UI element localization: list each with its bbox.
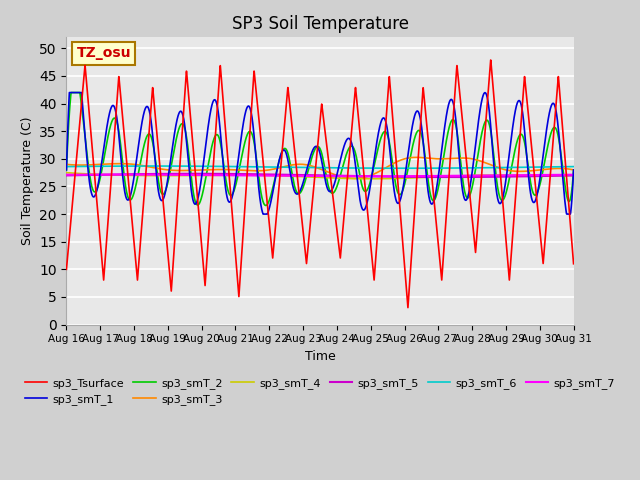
sp3_smT_5	[63, 172, 70, 178]
sp3_Tsurface	[63, 266, 70, 272]
sp3_smT_3	[570, 167, 577, 173]
Line: sp3_smT_2: sp3_smT_2	[67, 93, 573, 205]
sp3_smT_2	[455, 141, 463, 147]
sp3_smT_7	[414, 173, 422, 179]
sp3_smT_1	[307, 151, 315, 156]
sp3_Tsurface	[487, 57, 495, 63]
sp3_smT_6	[116, 163, 124, 169]
Line: sp3_smT_6: sp3_smT_6	[67, 166, 573, 168]
sp3_smT_7	[362, 173, 370, 179]
Y-axis label: Soil Temperature (C): Soil Temperature (C)	[20, 117, 33, 245]
sp3_smT_7	[307, 173, 315, 179]
sp3_smT_5	[414, 174, 422, 180]
sp3_smT_7	[455, 173, 463, 179]
Line: sp3_smT_1: sp3_smT_1	[67, 93, 573, 214]
sp3_smT_5	[455, 174, 463, 180]
sp3_smT_1	[455, 148, 463, 154]
Line: sp3_smT_3: sp3_smT_3	[67, 157, 573, 179]
sp3_smT_1	[116, 148, 124, 154]
sp3_smT_1	[65, 90, 73, 96]
sp3_Tsurface	[307, 213, 315, 218]
sp3_smT_6	[124, 163, 131, 169]
sp3_smT_1	[63, 167, 70, 173]
sp3_smT_7	[63, 172, 70, 178]
sp3_smT_2	[233, 178, 241, 183]
sp3_smT_6	[455, 165, 463, 171]
sp3_smT_3	[124, 161, 131, 167]
sp3_smT_4	[570, 172, 577, 178]
sp3_Tsurface	[116, 88, 124, 94]
Legend: sp3_Tsurface, sp3_smT_1, sp3_smT_2, sp3_smT_3, sp3_smT_4, sp3_smT_5, sp3_smT_6, : sp3_Tsurface, sp3_smT_1, sp3_smT_2, sp3_…	[20, 373, 620, 409]
sp3_smT_3	[116, 161, 124, 167]
sp3_smT_3	[307, 163, 315, 169]
Text: TZ_osu: TZ_osu	[77, 47, 131, 60]
sp3_smT_2	[262, 203, 269, 208]
sp3_smT_1	[124, 197, 132, 203]
sp3_smT_3	[414, 155, 422, 160]
Line: sp3_smT_7: sp3_smT_7	[67, 175, 573, 176]
sp3_smT_4	[307, 174, 315, 180]
sp3_smT_4	[414, 175, 422, 180]
sp3_smT_6	[233, 164, 241, 169]
sp3_Tsurface	[124, 169, 131, 175]
sp3_smT_5	[233, 171, 241, 177]
sp3_smT_2	[124, 193, 132, 199]
sp3_smT_6	[63, 164, 70, 169]
sp3_Tsurface	[570, 261, 577, 267]
sp3_smT_3	[233, 167, 241, 173]
sp3_smT_4	[124, 172, 131, 178]
sp3_smT_5	[443, 174, 451, 180]
sp3_smT_2	[570, 167, 577, 173]
sp3_smT_1	[414, 108, 422, 114]
Line: sp3_Tsurface: sp3_Tsurface	[67, 60, 573, 308]
X-axis label: Time: Time	[305, 350, 335, 363]
sp3_smT_7	[124, 172, 132, 178]
sp3_smT_2	[116, 139, 124, 145]
sp3_smT_3	[412, 155, 420, 160]
sp3_smT_1	[259, 211, 267, 217]
sp3_smT_5	[307, 172, 315, 178]
sp3_smT_6	[570, 164, 577, 169]
sp3_smT_7	[109, 172, 116, 178]
Line: sp3_smT_4: sp3_smT_4	[67, 173, 573, 179]
sp3_smT_4	[454, 173, 462, 179]
Line: sp3_smT_5: sp3_smT_5	[67, 174, 573, 177]
sp3_smT_7	[570, 172, 577, 178]
sp3_smT_6	[414, 165, 422, 171]
sp3_smT_3	[63, 161, 70, 167]
sp3_smT_6	[403, 165, 410, 171]
sp3_smT_4	[233, 172, 241, 178]
Title: SP3 Soil Temperature: SP3 Soil Temperature	[232, 15, 408, 33]
sp3_Tsurface	[454, 78, 462, 84]
sp3_smT_1	[233, 168, 241, 173]
sp3_Tsurface	[414, 158, 422, 164]
sp3_smT_2	[307, 156, 315, 162]
sp3_smT_2	[414, 128, 422, 133]
sp3_smT_6	[307, 165, 315, 170]
sp3_smT_5	[116, 171, 124, 177]
sp3_smT_4	[63, 170, 70, 176]
sp3_smT_7	[233, 172, 241, 178]
sp3_smT_4	[367, 176, 374, 181]
sp3_smT_1	[570, 167, 577, 173]
sp3_Tsurface	[233, 266, 241, 272]
sp3_smT_5	[124, 171, 131, 177]
sp3_smT_5	[570, 172, 577, 178]
sp3_smT_6	[149, 163, 157, 169]
sp3_smT_3	[455, 155, 463, 161]
sp3_smT_7	[116, 172, 124, 178]
sp3_Tsurface	[404, 305, 412, 311]
sp3_smT_5	[189, 171, 197, 177]
sp3_smT_3	[351, 176, 358, 181]
sp3_smT_2	[63, 167, 70, 173]
sp3_smT_2	[67, 90, 75, 96]
sp3_smT_4	[116, 172, 124, 178]
